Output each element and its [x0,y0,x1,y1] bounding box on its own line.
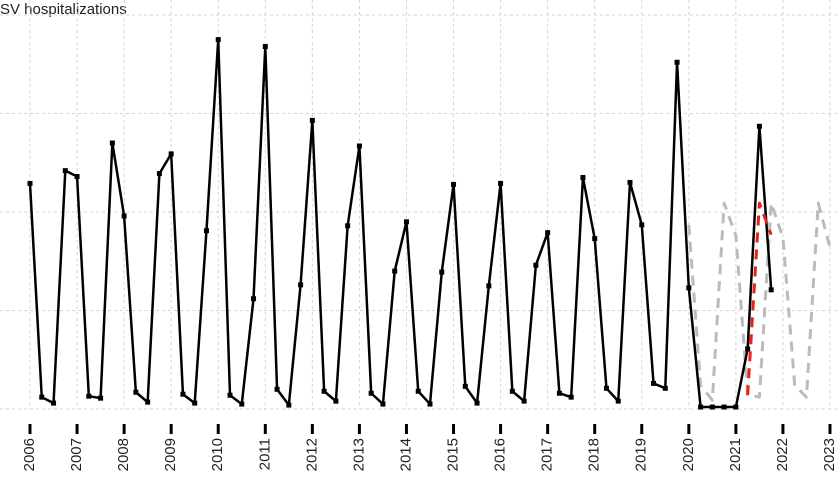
x-tick-label: 2014 [397,438,414,471]
point [27,180,33,186]
point [180,391,186,397]
chart-title: SV hospitalizations [0,1,127,18]
point [286,402,292,408]
point [698,404,704,410]
x-tick-label: 2008 [115,438,132,471]
point [486,283,492,289]
point [156,171,162,177]
point [392,268,398,274]
point [756,123,762,129]
point [580,175,586,181]
x-tick-label: 2013 [350,438,367,471]
point [639,222,645,228]
x-tick-label: 2016 [492,438,509,471]
x-tick-label: 2023 [821,438,838,471]
series-line [687,201,832,402]
point [592,236,598,242]
point [62,168,68,174]
point [498,180,504,186]
point [356,143,362,149]
point [215,37,221,43]
x-tick-label: 2022 [774,438,791,471]
x-tick-label: 2018 [586,438,603,471]
x-tick-label: 2007 [68,438,85,471]
x-tick-label: 2017 [539,438,556,471]
point [51,400,57,406]
x-tick-label: 2010 [209,438,226,471]
point [39,394,45,400]
point [533,262,539,268]
point [415,388,421,394]
point [462,383,468,389]
point [309,117,315,123]
series-line [746,201,773,396]
point [368,390,374,396]
point [521,398,527,404]
point [615,398,621,404]
x-tick-label: 2021 [727,438,744,471]
point [674,59,680,65]
point [768,287,774,293]
point [474,400,480,406]
point [86,393,92,399]
point [321,388,327,394]
point [109,140,115,146]
point [192,400,198,406]
point [203,228,209,234]
x-tick-label: 2006 [21,438,38,471]
point [227,392,233,398]
x-tick-label: 2020 [680,438,697,471]
point [145,399,151,405]
point [333,398,339,404]
x-tick-label: 2012 [303,438,320,471]
point [545,230,551,236]
x-tick-label: 2019 [633,438,650,471]
point [627,179,633,185]
point [603,385,609,391]
point [686,285,692,291]
point [709,404,715,410]
series-line [28,38,773,409]
point [651,380,657,386]
point [568,394,574,400]
point [721,404,727,410]
point [451,181,457,187]
x-tick-label: 2009 [162,438,179,471]
point [345,223,351,229]
point [556,390,562,396]
point [427,401,433,407]
point [439,269,445,275]
point [239,401,245,407]
point [251,296,257,302]
point [121,213,127,219]
point [733,404,739,410]
point [74,174,80,180]
point [298,282,304,288]
point [403,219,409,225]
point [509,388,515,394]
point [662,385,668,391]
x-tick-label: 2015 [444,438,461,471]
point [745,346,751,352]
x-tick-label: 2011 [256,438,273,470]
point [168,151,174,157]
point [262,44,268,50]
point [133,389,139,395]
point [98,395,104,401]
point [274,386,280,392]
point [380,401,386,407]
